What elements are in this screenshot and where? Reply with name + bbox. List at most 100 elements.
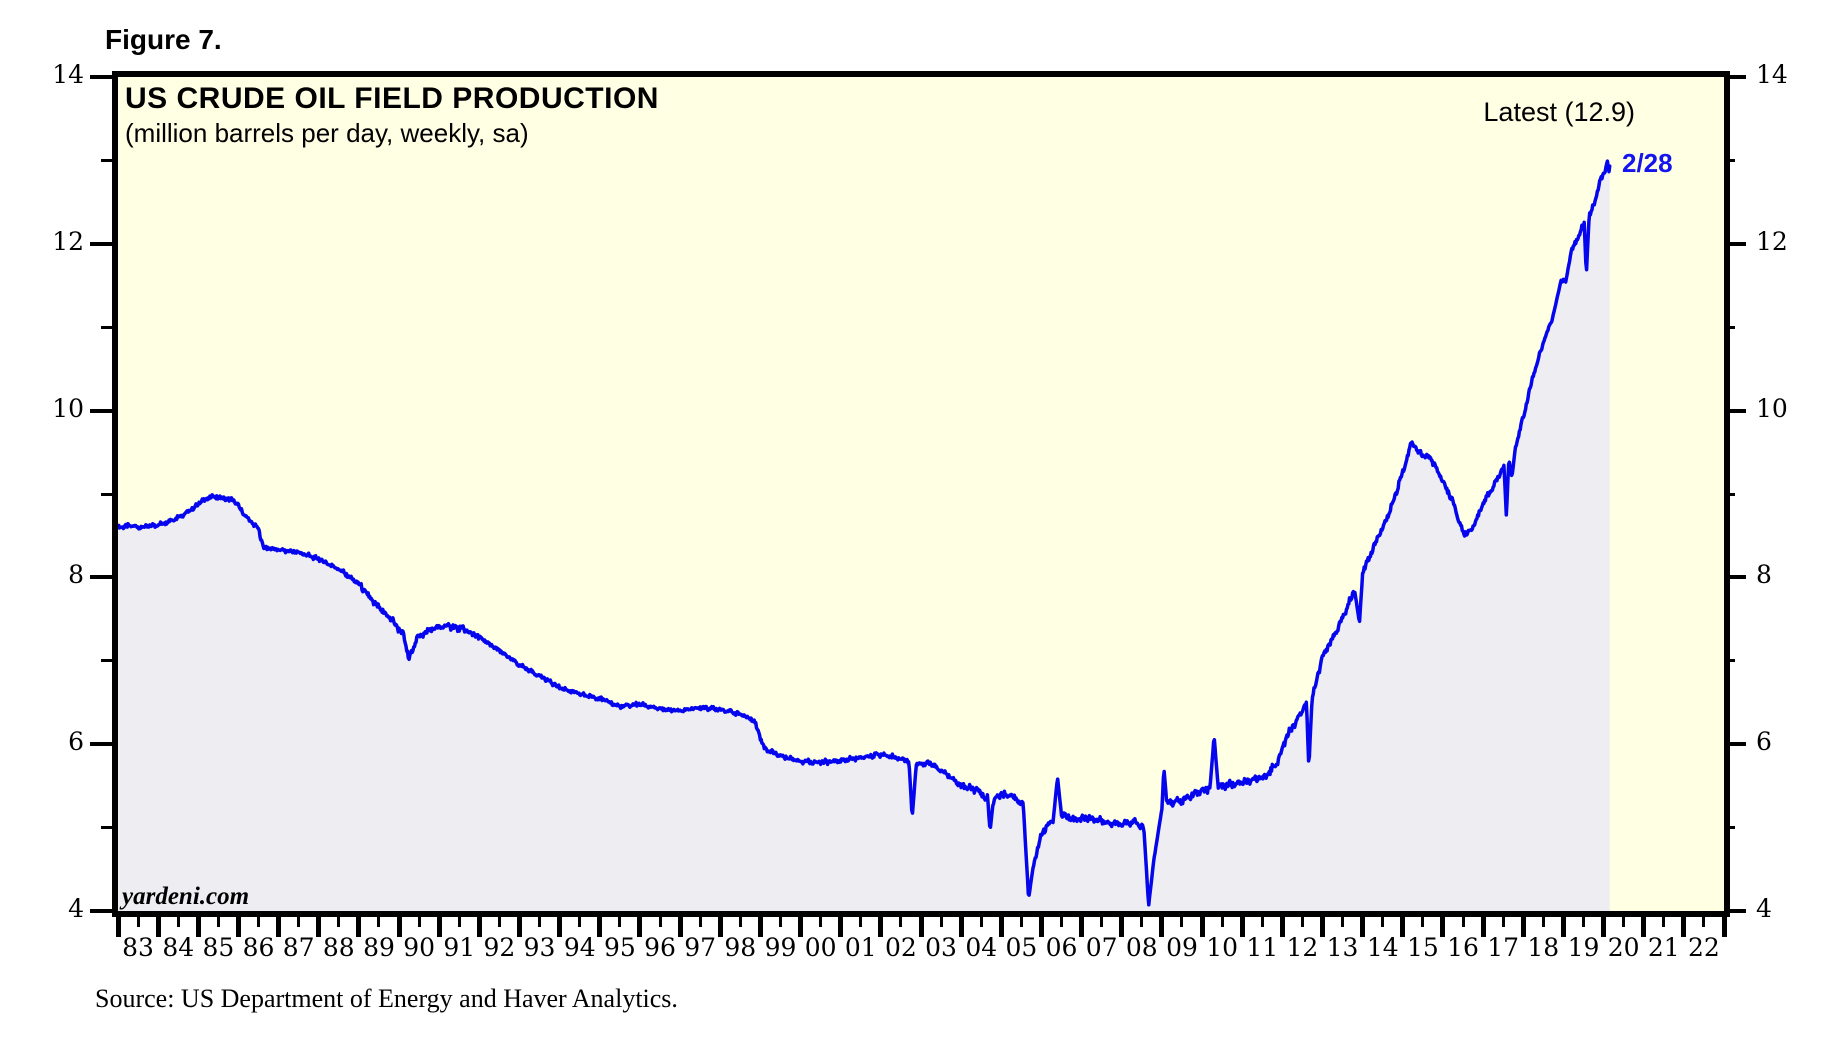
x-axis-minor-tick — [1140, 917, 1144, 927]
x-axis-tick-label: 84 — [162, 933, 195, 962]
x-axis-major-tick — [1721, 917, 1727, 937]
x-axis-major-tick — [1520, 917, 1526, 937]
x-axis-tick-label: 07 — [1085, 933, 1118, 962]
y-axis-major-tick-left — [90, 75, 112, 79]
figure-label: Figure 7. — [105, 24, 222, 55]
x-axis-major-tick — [557, 917, 563, 937]
x-axis-minor-tick — [257, 917, 261, 927]
x-axis-major-tick — [757, 917, 763, 937]
x-axis-major-tick — [356, 917, 362, 937]
x-axis-tick-label: 01 — [844, 933, 877, 962]
x-axis-major-tick — [1320, 917, 1325, 937]
x-axis-minor-tick — [1541, 917, 1545, 927]
x-axis-major-tick — [1279, 917, 1285, 937]
x-axis-major-tick — [476, 917, 482, 937]
x-axis-minor-tick — [738, 917, 742, 927]
series-end-date-label: 2/28 — [1622, 148, 1673, 178]
x-axis-tick-label: 09 — [1166, 933, 1198, 962]
x-axis-major-tick — [918, 917, 924, 937]
x-axis-minor-tick — [1421, 917, 1425, 927]
x-axis-major-tick — [958, 917, 964, 937]
x-axis-tick-label: 85 — [202, 933, 235, 962]
y-axis-major-tick-right — [1724, 575, 1746, 580]
x-axis-major-tick — [1360, 917, 1366, 937]
x-axis-minor-tick — [1060, 917, 1064, 927]
y-axis-major-tick-left — [90, 742, 112, 747]
y-axis-minor-tick-left — [101, 659, 112, 663]
x-axis-major-tick — [1159, 917, 1165, 937]
yardeni-watermark: yardeni.com — [122, 883, 250, 910]
chart-subtitle: (million barrels per day, weekly, sa) — [125, 118, 529, 148]
y-axis-minor-tick-right — [1724, 492, 1735, 496]
x-axis-major-tick — [677, 917, 683, 937]
x-axis-major-tick — [436, 917, 442, 937]
x-axis-tick-label: 95 — [603, 933, 636, 962]
x-axis-major-tick — [1480, 917, 1486, 937]
x-axis-tick-label: 90 — [403, 933, 436, 962]
x-axis-tick-label: 08 — [1125, 933, 1158, 962]
x-axis-major-tick — [637, 917, 643, 937]
x-axis-minor-tick — [538, 917, 542, 927]
x-axis-minor-tick — [1260, 917, 1264, 927]
x-axis-tick-label: 11 — [1246, 933, 1279, 962]
x-axis-tick-label: 02 — [885, 933, 917, 962]
x-axis-minor-tick — [1300, 917, 1304, 927]
x-axis-tick-label: 13 — [1326, 933, 1359, 962]
x-axis-tick-label: 12 — [1286, 933, 1319, 962]
x-axis-tick-label: 92 — [483, 933, 516, 962]
x-axis-minor-tick — [136, 917, 140, 927]
latest-value-label: Latest (12.9) — [1483, 97, 1635, 127]
area-fill — [118, 161, 1610, 911]
x-axis-minor-tick — [1019, 917, 1023, 927]
x-axis-minor-tick — [176, 917, 180, 927]
y-axis-tick-label-left: 8 — [68, 560, 84, 590]
x-axis-major-tick — [517, 917, 522, 937]
source-note: Source: US Department of Energy and Have… — [95, 984, 678, 1013]
x-axis-tick-label: 83 — [122, 933, 154, 962]
y-axis-minor-tick-left — [101, 158, 112, 162]
x-axis-tick-label: 22 — [1688, 933, 1720, 962]
y-axis-minor-tick-left — [101, 826, 112, 830]
x-axis-tick-label: 89 — [363, 933, 395, 962]
x-axis-tick-label: 94 — [563, 933, 596, 962]
x-axis-major-tick — [1239, 917, 1245, 937]
x-axis-minor-tick — [457, 917, 461, 927]
x-axis-tick-label: 20 — [1607, 933, 1640, 962]
y-axis-tick-label-left: 6 — [68, 727, 84, 757]
x-axis-minor-tick — [778, 917, 782, 927]
x-axis-tick-label: 14 — [1366, 933, 1399, 962]
x-axis-major-tick — [115, 917, 121, 937]
x-axis-tick-label: 18 — [1527, 933, 1560, 962]
x-axis-tick-label: 21 — [1647, 933, 1680, 962]
x-axis-tick-label: 98 — [724, 933, 757, 962]
x-axis-minor-tick — [1341, 917, 1345, 927]
x-axis-minor-tick — [1581, 917, 1585, 927]
y-axis-tick-label-right: 14 — [1756, 60, 1788, 89]
x-axis-tick-label: 87 — [282, 933, 315, 962]
x-axis-minor-tick — [618, 917, 622, 927]
x-axis-minor-tick — [1501, 917, 1505, 927]
x-axis-major-tick — [155, 917, 161, 937]
production-line-chart — [118, 159, 1612, 911]
x-axis-tick-label: 03 — [925, 933, 957, 962]
y-axis-minor-tick-right — [1724, 325, 1735, 329]
x-axis-major-tick — [717, 917, 723, 937]
x-axis-major-tick — [316, 917, 322, 937]
x-axis-tick-label: 97 — [684, 933, 717, 962]
x-axis-minor-tick — [578, 917, 582, 927]
x-axis-tick-label: 16 — [1447, 933, 1479, 962]
x-axis-major-tick — [1199, 917, 1205, 937]
x-axis-minor-tick — [698, 917, 702, 927]
x-axis-tick-label: 99 — [764, 933, 797, 962]
x-axis-tick-label: 88 — [322, 933, 355, 962]
y-axis-minor-tick-left — [101, 492, 112, 496]
x-axis-major-tick — [597, 917, 603, 937]
y-axis-major-tick-right — [1724, 75, 1746, 79]
x-axis-tick-label: 15 — [1406, 933, 1439, 962]
x-axis-minor-tick — [1662, 917, 1666, 927]
y-axis-minor-tick-right — [1724, 659, 1735, 663]
x-axis-tick-label: 91 — [443, 933, 476, 962]
x-axis-minor-tick — [859, 917, 863, 927]
y-axis-major-tick-right — [1724, 909, 1746, 913]
